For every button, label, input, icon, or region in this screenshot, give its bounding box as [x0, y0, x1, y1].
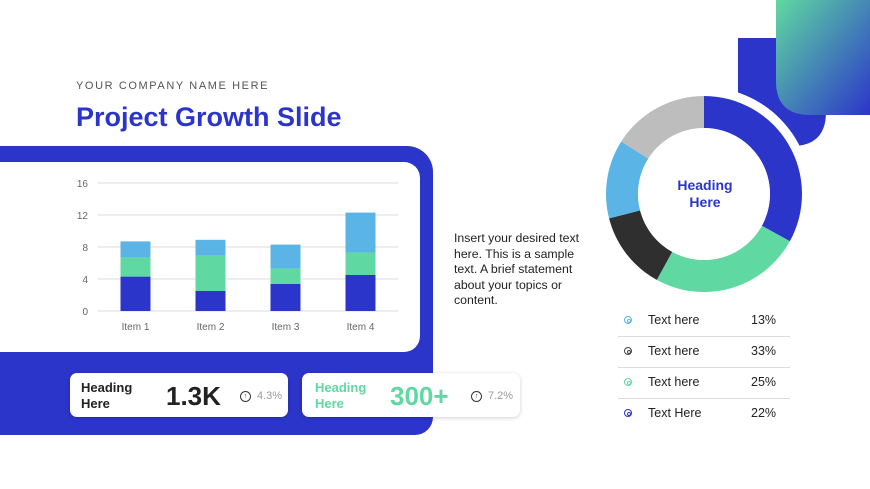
x-tick-label: Item 3 [272, 322, 300, 333]
legend-row: Text Here 22% [618, 399, 790, 430]
bar-segment [120, 241, 151, 258]
stat-heading-line2: Here [81, 396, 110, 411]
bar-segment [270, 268, 301, 284]
bar-segment [120, 257, 151, 277]
legend-label: Text Here [648, 406, 702, 420]
stat-heading-line2: Here [315, 396, 344, 411]
stat-pct-2: 7.2% [488, 390, 514, 402]
target-icon [624, 378, 632, 386]
legend-pct: 33% [751, 344, 777, 358]
donut-segment [606, 141, 649, 219]
x-tick-label: Item 2 [197, 322, 225, 333]
bar-segment [345, 252, 376, 275]
x-tick-label: Item 4 [347, 322, 375, 333]
stat-card-1: Heading Here 1.3K ↑ 4.3% [70, 373, 288, 417]
legend-pct: 13% [751, 313, 777, 327]
corner-gradient-shape [776, 0, 870, 115]
stat-value-2: 300+ [390, 381, 449, 411]
stat-card-2: Heading Here 300+ ↑ 7.2% [302, 373, 520, 417]
legend-divider [618, 398, 790, 399]
legend-label: Text here [648, 344, 700, 358]
stat-heading-1: Heading Here [81, 380, 132, 412]
bar-segment [270, 244, 301, 269]
description-text: Insert your desired text here. This is a… [454, 231, 580, 307]
legend-label: Text here [648, 313, 700, 327]
page-title: Project Growth Slide [76, 102, 342, 132]
legend-label: Text here [648, 375, 700, 389]
stat-value-1: 1.3K [166, 381, 221, 411]
bar-segment [120, 276, 151, 311]
donut-segment [621, 96, 704, 159]
target-icon [624, 316, 632, 324]
legend-pct: 25% [751, 375, 777, 389]
arrow-up-icon: ↑ [471, 391, 482, 402]
donut-chart [597, 87, 811, 300]
bar-segment [270, 283, 301, 311]
stat-heading-line1: Heading [81, 380, 133, 395]
bar-chart: 0 4 8 12 16 Item 1 Item 2 Item 3 Item 4 [77, 179, 398, 333]
legend-row: Text here 33% [618, 337, 790, 368]
donut-heading-line2: Here [689, 194, 721, 210]
legend-divider [618, 367, 790, 368]
bar-segment [345, 212, 376, 253]
stat-pct-1: 4.3% [257, 390, 283, 402]
target-icon [624, 347, 632, 355]
legend-pct: 22% [751, 406, 777, 420]
donut-heading: Heading Here [660, 177, 750, 211]
legend-row: Text here 13% [618, 306, 790, 337]
y-tick-label: 8 [82, 243, 88, 254]
bar-segment [345, 275, 376, 311]
donut-segment [656, 225, 790, 293]
y-tick-label: 16 [77, 179, 89, 190]
donut-heading-line1: Heading [677, 177, 733, 193]
bar-segment [195, 291, 226, 311]
bar-segment [195, 255, 226, 291]
donut-segment [704, 96, 803, 242]
x-tick-label: Item 1 [122, 322, 150, 333]
legend-divider [618, 336, 790, 337]
legend-row: Text here 25% [618, 368, 790, 399]
company-name: YOUR COMPANY NAME HERE [76, 80, 270, 92]
y-tick-label: 12 [77, 211, 89, 222]
donut-hole [638, 128, 770, 260]
bar-segment [195, 239, 226, 256]
donut-segment [609, 210, 673, 280]
arrow-up-icon: ↑ [240, 391, 251, 402]
y-tick-label: 0 [82, 307, 88, 318]
stat-heading-line1: Heading [315, 380, 367, 395]
y-tick-label: 4 [82, 275, 88, 286]
stat-heading-2: Heading Here [315, 380, 366, 412]
target-icon [624, 409, 632, 417]
